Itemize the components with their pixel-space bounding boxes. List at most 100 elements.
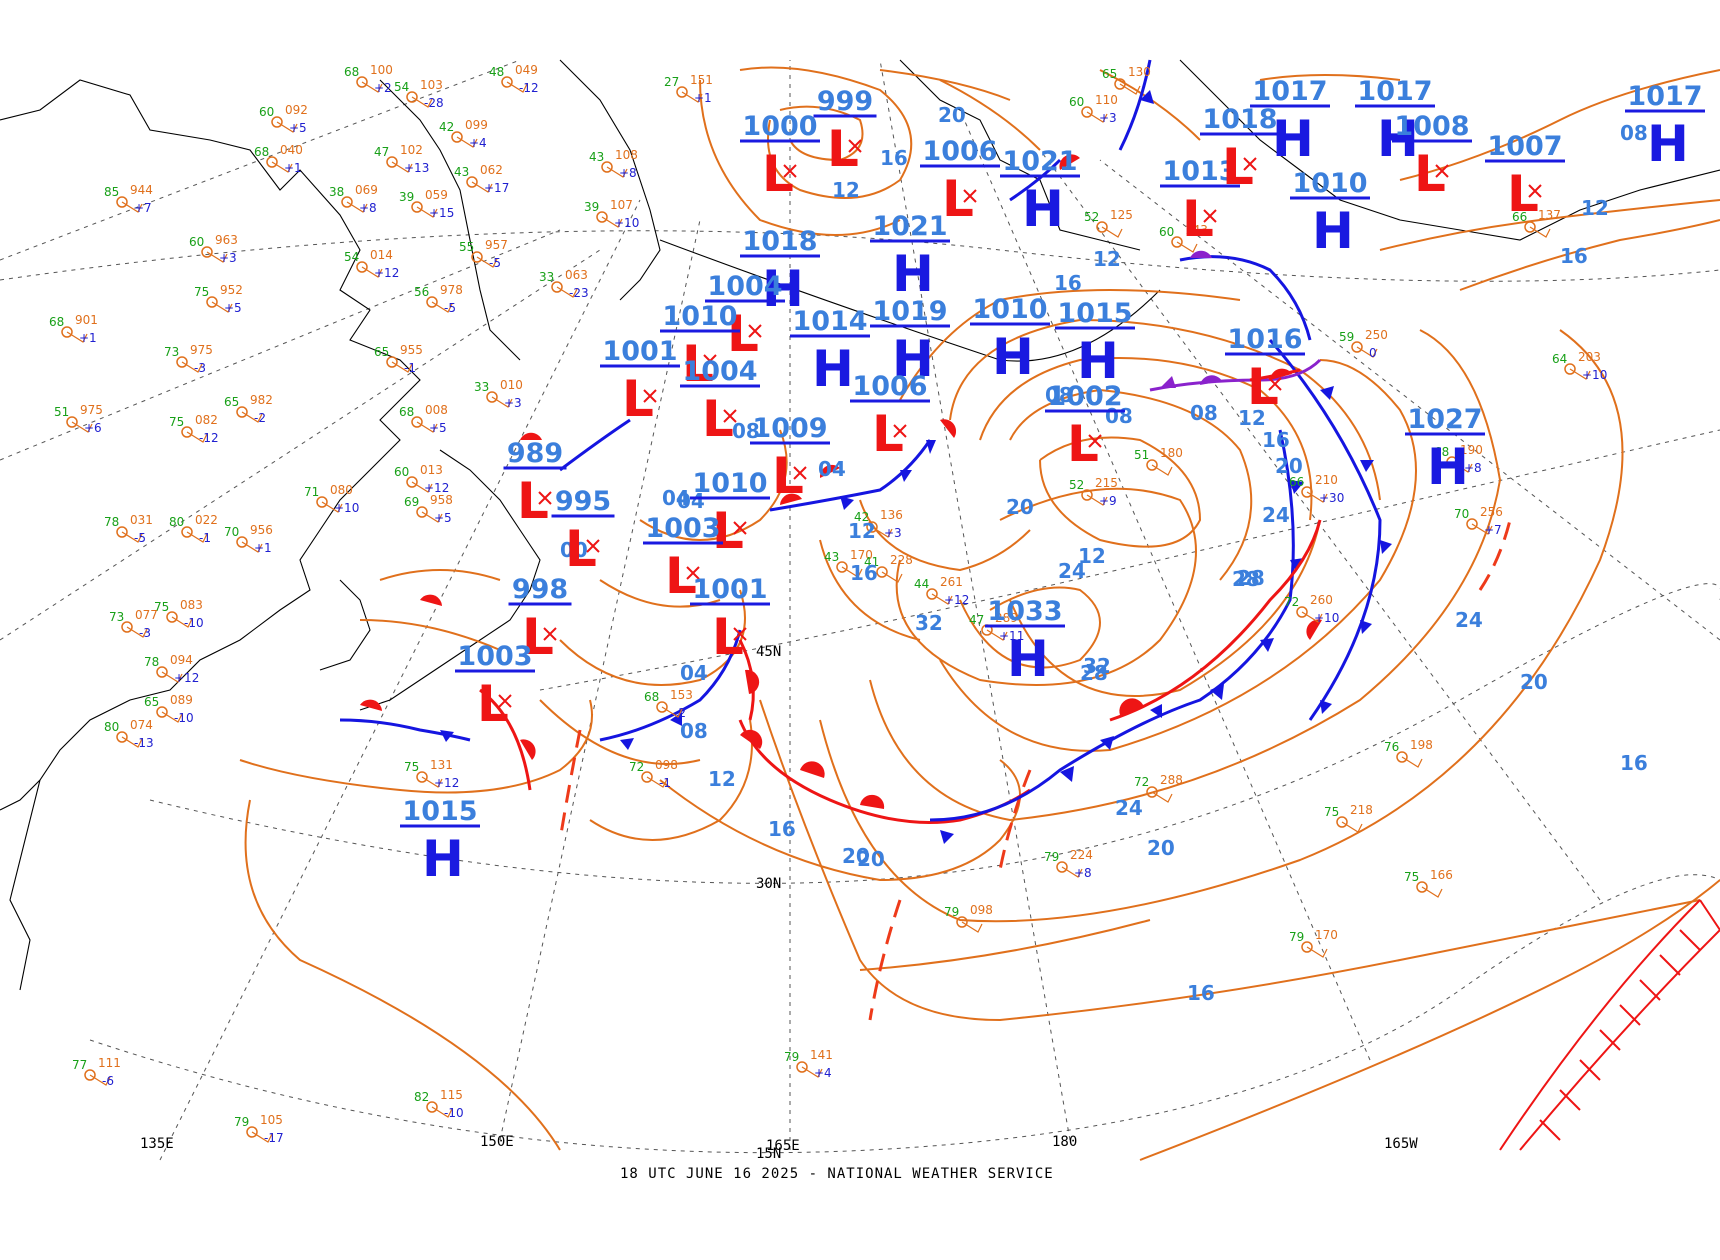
wind-barb [1356,346,1378,358]
station-pressure-change: +1 [254,541,272,555]
station-sky-cover [426,296,438,308]
wind-barb [841,566,863,578]
station-pressure: 098 [970,903,993,917]
wind-barb [391,361,413,373]
low-center-mark [703,354,717,368]
station-plot: 65 130 [1102,65,1151,95]
wind-barb [361,81,383,93]
isobar-label: 12 [1093,247,1121,271]
low-center-mark [1243,157,1257,171]
station-pressure-change: +7 [1484,523,1502,537]
station-plots: 85 944+775 952+560 963+368 901+173 975-351 975… [49,63,1607,1145]
wind-barb [681,91,703,103]
pressure-value: 1018 [742,226,817,257]
station-temperature: 43 [824,550,839,564]
station-temperature: 69 [404,495,419,509]
low-symbol: L [1414,145,1446,203]
high-symbol: H [992,328,1034,386]
station-pressure: 062 [480,163,503,177]
cold-front-bering-2 [1009,158,1062,202]
wind-barb [881,571,903,583]
meridian-90e [0,59,521,261]
coast-bering [899,59,1141,251]
pressure-value: 1006 [922,136,997,167]
station-pressure: 289 [995,611,1018,625]
station-pressure-change: +12 [424,481,449,495]
station-plot: 68 100 +2 [344,63,393,95]
station-pressure-change: -12 [199,431,219,445]
station-pressure: 166 [1430,868,1453,882]
hatched-zone [1499,899,1720,1151]
wind-barb [251,1131,273,1143]
station-sky-cover [116,196,128,208]
station-pressure: 103 [420,78,443,92]
station-sky-cover [406,476,418,488]
wind-barb [801,1066,823,1078]
station-temperature: 77 [72,1058,87,1072]
meridian-120e [0,249,601,641]
wind-barb [1151,464,1173,476]
cold-front-main [929,429,1295,822]
isobar-label: 12 [1078,544,1106,568]
isobar-label: 28 [1080,661,1108,685]
station-temperature: 68 [399,405,414,419]
station-pressure-change: +12 [174,671,199,685]
low-symbol: L [682,335,714,393]
station-sky-cover [676,86,688,98]
isobar-label: 32 [1083,654,1111,678]
station-sky-cover [426,1101,438,1113]
station-pressure-change: +4 [814,1066,832,1080]
station-temperature: 60 [1159,225,1174,239]
lat-label-30n: 30N [756,876,781,892]
low-center-mark [538,491,552,505]
station-sky-cover [266,156,278,168]
wind-barb [646,776,668,788]
isobar-label: 28 [1237,566,1265,590]
station-plot: 38 069 +8 [329,183,378,215]
pressure-value: 1000 [742,111,817,142]
station-temperature: 68 [254,145,269,159]
pressure-value: 1004 [682,356,757,387]
pressure-value: 1021 [872,211,947,242]
isobar-label: 20 [1520,670,1548,694]
station-temperature: 75 [194,285,209,299]
isobar-label: 20 [857,847,885,871]
station-temperature: 78 [104,515,119,529]
low-center-mark [1528,184,1542,198]
station-temperature: 68 [344,65,359,79]
station-plot: 68 040 +1 [254,143,303,175]
station-sky-cover [471,251,483,263]
wind-barb [1119,83,1141,95]
isobar-label: 04 [818,457,846,481]
wind-barb [931,593,953,605]
wind-barb [391,161,413,173]
lat-label-45n: 45N [756,644,781,660]
station-pressure-change: +8 [359,201,377,215]
wind-barb [161,671,183,683]
station-temperature: 60 [189,235,204,249]
station-sky-cover [1081,489,1093,501]
station-plot: 56 978 -5 [414,283,463,315]
station-plot: 78 031 -5 [104,513,153,545]
isobar-label: 08 [1620,121,1648,145]
station-sky-cover [206,296,218,308]
station-pressure: 100 [370,63,393,77]
cold-front-japan [339,718,471,742]
isobar-label: 16 [1054,271,1082,295]
station-plot: 69 958 +5 [404,493,453,525]
station-sky-cover [1171,236,1183,248]
station-sky-cover [356,76,368,88]
station-pressure: 040 [280,143,303,157]
station-temperature: 70 [224,525,239,539]
station-pressure: 250 [1365,328,1388,342]
low-symbol: L [762,145,794,203]
station-plot: 79 105 -17 [234,1113,284,1145]
latitude-line-45n [539,429,1720,691]
station-temperature: 33 [474,380,489,394]
